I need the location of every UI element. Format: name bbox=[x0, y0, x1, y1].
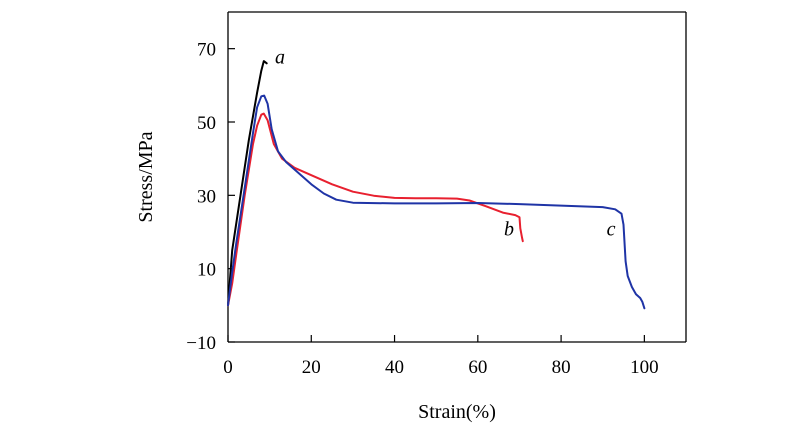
x-tick-label: 40 bbox=[385, 357, 404, 378]
curve-label-a: a bbox=[275, 46, 285, 68]
data-series bbox=[227, 60, 646, 310]
x-tick-label: 100 bbox=[630, 357, 659, 378]
series-line-b bbox=[227, 112, 524, 307]
x-axis-title: Strain(%) bbox=[418, 401, 496, 423]
y-tick-label: 50 bbox=[197, 113, 216, 134]
curve-label-c: c bbox=[607, 219, 616, 241]
y-tick-label: 10 bbox=[197, 260, 216, 281]
y-tick-label: 70 bbox=[197, 40, 216, 61]
x-tick-label: 80 bbox=[552, 357, 571, 378]
series-line-a bbox=[227, 60, 268, 307]
curve-label-b: b bbox=[504, 219, 514, 241]
y-tick-label: −10 bbox=[186, 333, 216, 354]
series-line-c bbox=[227, 94, 646, 310]
x-tick-label: 20 bbox=[302, 357, 321, 378]
x-tick-label: 0 bbox=[223, 357, 233, 378]
plot-frame bbox=[227, 11, 687, 343]
curve-labels: a b c bbox=[275, 46, 616, 240]
y-tick-label: 30 bbox=[197, 186, 216, 207]
y-axis-title: Stress/MPa bbox=[135, 131, 157, 222]
x-tick-label: 60 bbox=[468, 357, 487, 378]
axis-ticks: 0 20 40 60 80 100 −10 10 30 50 70 bbox=[186, 40, 658, 378]
